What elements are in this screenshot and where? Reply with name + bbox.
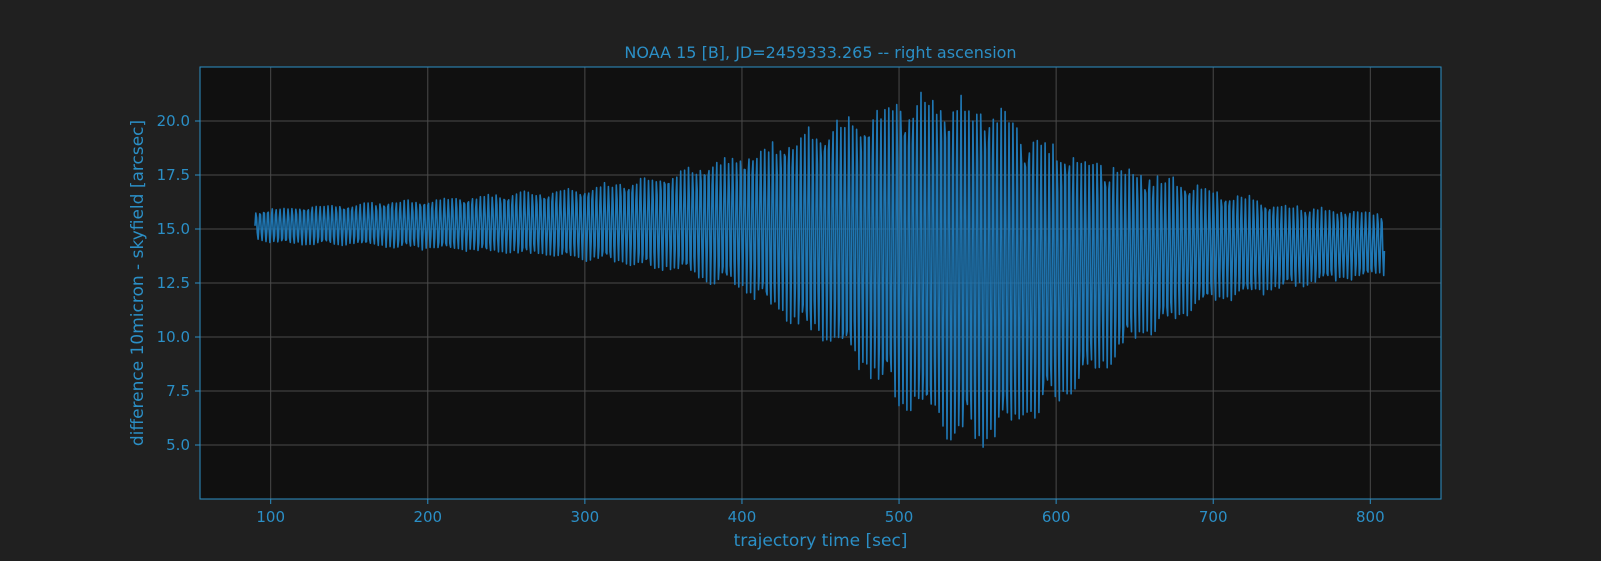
x-tick-label: 300 bbox=[571, 508, 600, 526]
x-tick-label: 400 bbox=[728, 508, 757, 526]
y-tick-label: 15.0 bbox=[157, 220, 190, 238]
y-tick-label: 20.0 bbox=[157, 112, 190, 130]
x-tick-label: 100 bbox=[256, 508, 285, 526]
x-tick-label: 600 bbox=[1042, 508, 1071, 526]
y-tick-label: 12.5 bbox=[157, 274, 190, 292]
y-tick-label: 10.0 bbox=[157, 328, 190, 346]
x-tick-label: 700 bbox=[1199, 508, 1228, 526]
y-axis-label: difference 10micron - skyfield [arcsec] bbox=[128, 120, 148, 446]
ticks: 100 200 300 400 500 600 700 800 5.0 7.5 10.0 12.5 15… bbox=[157, 112, 1385, 526]
series-layer bbox=[254, 91, 1386, 448]
chart-title: NOAA 15 [B], JD=2459333.265 -- right asc… bbox=[624, 43, 1016, 62]
x-axis-label: trajectory time [sec] bbox=[734, 531, 908, 551]
y-tick-label: 5.0 bbox=[166, 436, 190, 454]
x-tick-label: 500 bbox=[885, 508, 914, 526]
y-tick-label: 17.5 bbox=[157, 166, 190, 184]
x-tick-label: 800 bbox=[1356, 508, 1385, 526]
x-tick-label: 200 bbox=[413, 508, 442, 526]
series-line bbox=[254, 91, 1386, 448]
y-tick-label: 7.5 bbox=[166, 382, 190, 400]
